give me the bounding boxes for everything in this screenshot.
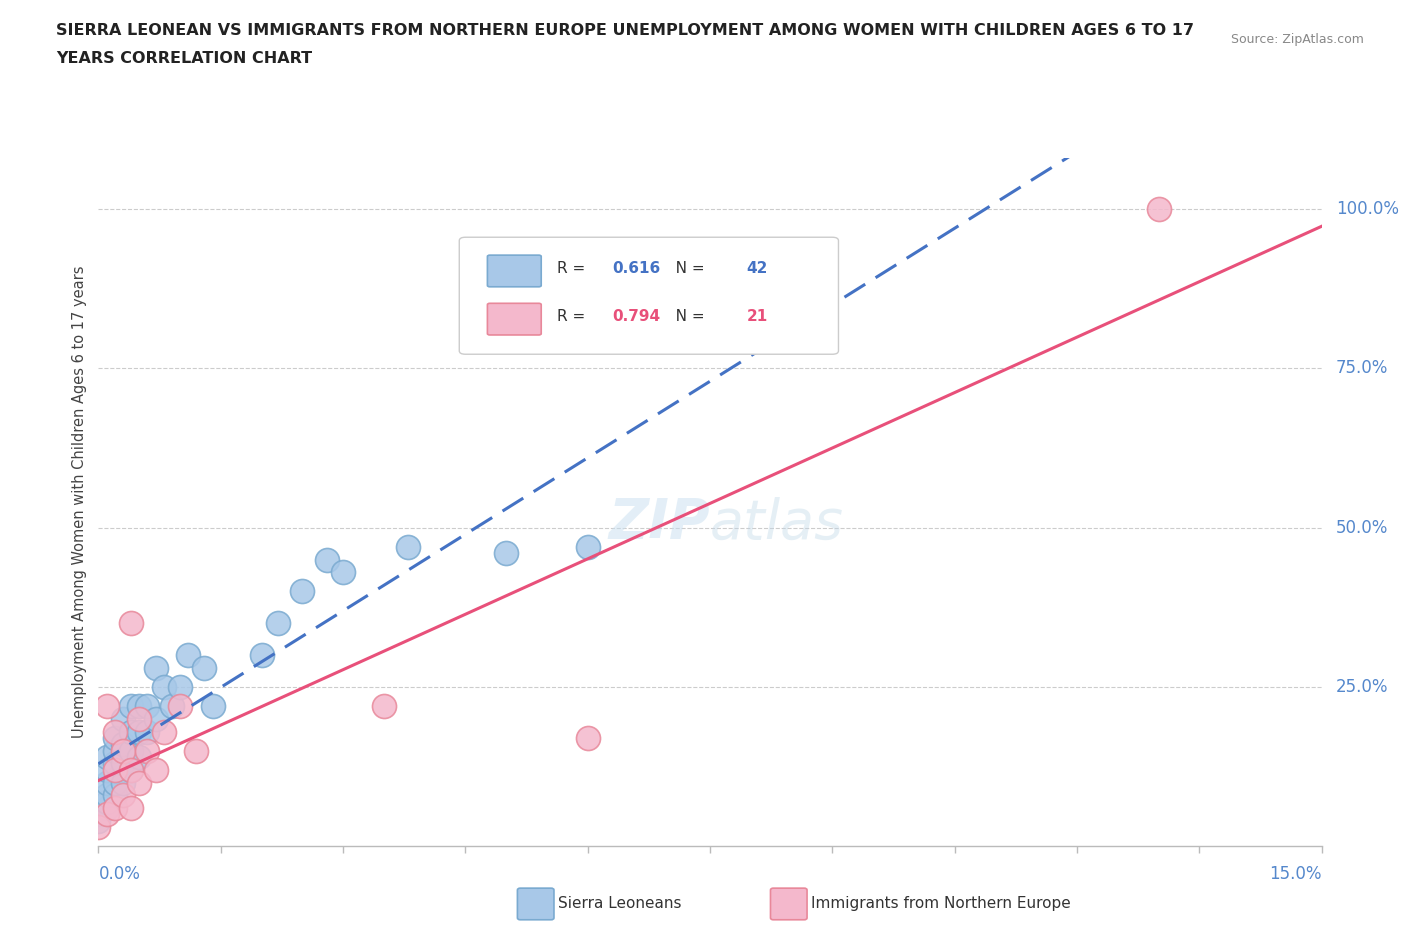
Text: Sierra Leoneans: Sierra Leoneans: [558, 897, 682, 911]
Point: [495, 546, 517, 561]
Point: [120, 698, 142, 713]
Point: [104, 724, 127, 739]
Point: [104, 801, 127, 816]
Point: [128, 724, 150, 739]
Point: [250, 647, 273, 662]
Point: [576, 539, 599, 554]
Point: [104, 731, 127, 746]
Point: [576, 731, 599, 746]
Point: [111, 756, 134, 771]
Point: [128, 775, 150, 790]
FancyBboxPatch shape: [488, 303, 541, 335]
Text: YEARS CORRELATION CHART: YEARS CORRELATION CHART: [56, 51, 312, 66]
Point: [169, 680, 191, 695]
Point: [111, 775, 134, 790]
Point: [120, 724, 142, 739]
Text: R =: R =: [557, 260, 591, 275]
Point: [87, 807, 110, 822]
Point: [160, 698, 183, 713]
Text: Source: ZipAtlas.com: Source: ZipAtlas.com: [1230, 33, 1364, 46]
FancyBboxPatch shape: [488, 255, 541, 286]
Point: [128, 698, 150, 713]
Point: [136, 698, 159, 713]
Point: [128, 750, 150, 764]
Point: [104, 775, 127, 790]
Point: [96, 801, 118, 816]
Point: [104, 743, 127, 758]
Point: [373, 698, 395, 713]
Point: [120, 616, 142, 631]
Point: [120, 801, 142, 816]
Point: [111, 743, 134, 758]
Point: [152, 724, 174, 739]
Text: 0.0%: 0.0%: [98, 865, 141, 883]
Point: [87, 819, 110, 834]
Point: [96, 788, 118, 803]
Point: [120, 763, 142, 777]
Point: [169, 698, 191, 713]
Point: [111, 711, 134, 726]
Text: SIERRA LEONEAN VS IMMIGRANTS FROM NORTHERN EUROPE UNEMPLOYMENT AMONG WOMEN WITH : SIERRA LEONEAN VS IMMIGRANTS FROM NORTHE…: [56, 23, 1194, 38]
Point: [96, 698, 118, 713]
Text: 50.0%: 50.0%: [1336, 519, 1388, 537]
Text: 0.794: 0.794: [612, 309, 661, 324]
Point: [201, 698, 224, 713]
Point: [177, 647, 200, 662]
Point: [152, 680, 174, 695]
Text: 100.0%: 100.0%: [1336, 200, 1399, 218]
Point: [128, 711, 150, 726]
Point: [96, 807, 118, 822]
Point: [96, 763, 118, 777]
Text: atlas: atlas: [710, 497, 844, 550]
Text: ZIP: ZIP: [609, 496, 710, 550]
Text: N =: N =: [661, 309, 710, 324]
Point: [96, 775, 118, 790]
Point: [120, 743, 142, 758]
Text: R =: R =: [557, 309, 591, 324]
Point: [396, 539, 419, 554]
Point: [193, 660, 215, 675]
FancyBboxPatch shape: [460, 237, 838, 354]
Point: [332, 565, 354, 579]
Text: N =: N =: [661, 260, 710, 275]
Point: [291, 584, 314, 599]
Text: 15.0%: 15.0%: [1270, 865, 1322, 883]
Point: [111, 788, 134, 803]
Point: [111, 737, 134, 751]
Point: [1147, 202, 1170, 217]
Point: [136, 724, 159, 739]
Point: [186, 743, 208, 758]
Text: 75.0%: 75.0%: [1336, 359, 1388, 378]
Point: [87, 814, 110, 829]
Y-axis label: Unemployment Among Women with Children Ages 6 to 17 years: Unemployment Among Women with Children A…: [72, 266, 87, 738]
Point: [104, 756, 127, 771]
Point: [145, 763, 167, 777]
Text: 0.616: 0.616: [612, 260, 661, 275]
Point: [145, 711, 167, 726]
Text: 21: 21: [747, 309, 768, 324]
Point: [120, 763, 142, 777]
Point: [104, 763, 127, 777]
Point: [96, 794, 118, 809]
Text: 42: 42: [747, 260, 768, 275]
Text: 25.0%: 25.0%: [1336, 678, 1388, 696]
Point: [136, 743, 159, 758]
Point: [315, 552, 337, 567]
Point: [104, 788, 127, 803]
Point: [96, 750, 118, 764]
Point: [267, 616, 290, 631]
Point: [145, 660, 167, 675]
Text: Immigrants from Northern Europe: Immigrants from Northern Europe: [811, 897, 1071, 911]
